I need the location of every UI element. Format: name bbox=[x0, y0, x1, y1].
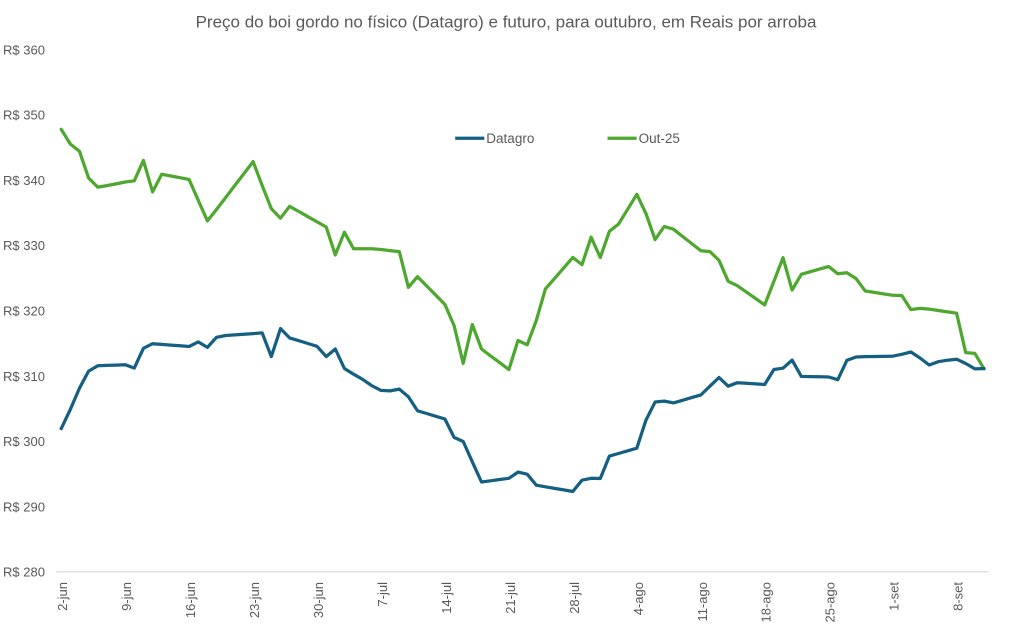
svg-text:2-jun: 2-jun bbox=[55, 582, 70, 611]
svg-text:R$ 360: R$ 360 bbox=[3, 42, 45, 57]
svg-text:18-ago: 18-ago bbox=[759, 582, 774, 622]
svg-text:9-jun: 9-jun bbox=[119, 582, 134, 611]
svg-text:23-jun: 23-jun bbox=[247, 582, 262, 618]
svg-text:R$ 340: R$ 340 bbox=[3, 173, 45, 188]
svg-text:7-jul: 7-jul bbox=[375, 582, 390, 607]
svg-text:25-ago: 25-ago bbox=[823, 582, 838, 622]
svg-text:R$ 350: R$ 350 bbox=[3, 108, 45, 123]
svg-text:28-jul: 28-jul bbox=[567, 582, 582, 614]
svg-text:1-set: 1-set bbox=[887, 582, 902, 611]
svg-text:8-set: 8-set bbox=[951, 582, 966, 611]
svg-text:11-ago: 11-ago bbox=[695, 582, 710, 622]
svg-text:30-jun: 30-jun bbox=[311, 582, 326, 618]
svg-text:Out-25: Out-25 bbox=[639, 131, 680, 146]
svg-text:21-jul: 21-jul bbox=[503, 582, 518, 614]
svg-text:R$ 310: R$ 310 bbox=[3, 369, 45, 384]
svg-text:R$ 320: R$ 320 bbox=[3, 304, 45, 319]
svg-text:Preço do boi gordo no físico (: Preço do boi gordo no físico (Datagro) e… bbox=[196, 13, 817, 32]
svg-text:16-jun: 16-jun bbox=[183, 582, 198, 618]
svg-text:R$ 300: R$ 300 bbox=[3, 434, 45, 449]
svg-text:4-ago: 4-ago bbox=[631, 582, 646, 615]
svg-text:R$ 330: R$ 330 bbox=[3, 238, 45, 253]
svg-text:Datagro: Datagro bbox=[486, 131, 534, 146]
svg-text:R$ 290: R$ 290 bbox=[3, 499, 45, 514]
svg-text:14-jul: 14-jul bbox=[439, 582, 454, 614]
svg-text:R$ 280: R$ 280 bbox=[3, 565, 45, 580]
